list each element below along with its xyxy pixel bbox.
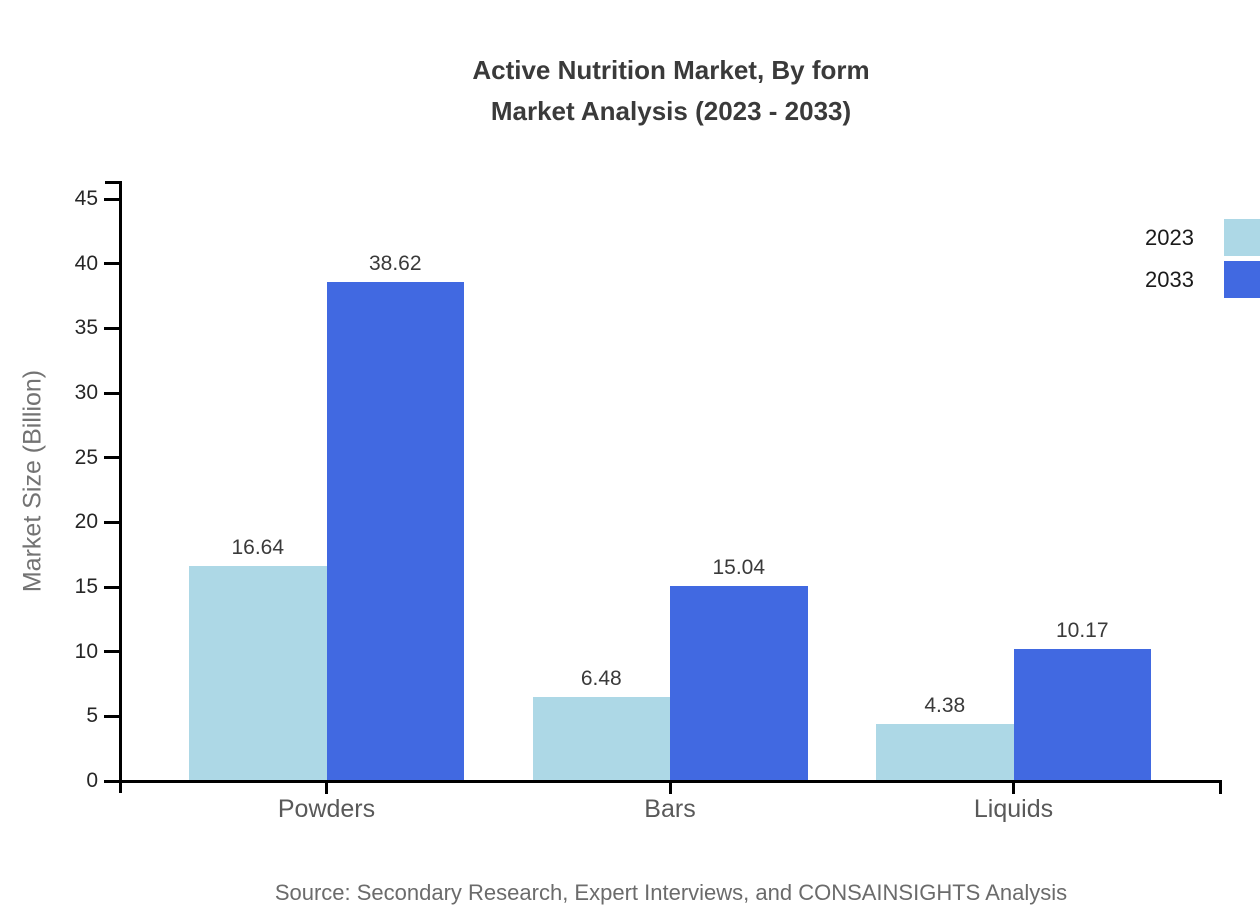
y-tick-40 xyxy=(104,262,120,266)
y-tick-0 xyxy=(104,779,120,783)
legend-swatch-2033 xyxy=(1224,261,1260,298)
y-tick-label-5: 5 xyxy=(86,704,98,728)
chart-title: Active Nutrition Market, By form Market … xyxy=(120,50,1222,132)
y-tick-label-0: 0 xyxy=(86,769,98,792)
y-tick-25 xyxy=(104,456,120,460)
x-axis-end-tick xyxy=(1219,781,1222,794)
value-label-2033-powders: 38.62 xyxy=(368,251,422,275)
y-tick-label-25: 25 xyxy=(74,445,98,469)
category-label-powders: Powders xyxy=(277,795,376,823)
y-tick-5 xyxy=(104,714,120,718)
y-tick-15 xyxy=(104,585,120,589)
y-tick-label-30: 30 xyxy=(74,381,98,404)
value-label-2033-bars: 15.04 xyxy=(712,556,766,580)
bar-2033-bars xyxy=(670,586,808,781)
x-axis-line xyxy=(120,779,1222,783)
value-label-2033-liquids: 10.17 xyxy=(1055,619,1109,643)
y-axis-line xyxy=(118,181,122,793)
y-tick-label-40: 40 xyxy=(74,251,98,275)
y-tick-20 xyxy=(104,520,120,524)
bar-2033-liquids xyxy=(1013,649,1151,781)
y-tick-label-15: 15 xyxy=(74,575,98,598)
x-tick-bars xyxy=(668,781,672,794)
y-tick-10 xyxy=(104,650,120,654)
category-label-bars: Bars xyxy=(644,795,696,823)
x-tick-liquids xyxy=(1012,781,1015,794)
y-tick-label-35: 35 xyxy=(74,316,98,340)
y-axis-end-tick xyxy=(105,181,120,184)
y-tick-label-45: 45 xyxy=(74,187,98,210)
category-label-liquids: Liquids xyxy=(973,795,1054,823)
y-tick-label-20: 20 xyxy=(74,510,98,534)
bar-2033-powders xyxy=(326,281,464,781)
y-tick-label-10: 10 xyxy=(74,639,98,663)
legend-swatch-2023 xyxy=(1224,219,1260,256)
x-tick-powders xyxy=(325,781,328,794)
bar-2023-liquids xyxy=(876,724,1014,781)
legend-label-2033: 2033 xyxy=(1145,267,1194,292)
value-label-2023-powders: 16.64 xyxy=(231,535,285,559)
chart-title-line1: Active Nutrition Market, By form xyxy=(472,55,870,85)
bar-2023-bars xyxy=(532,697,670,781)
y-tick-45 xyxy=(104,197,120,201)
legend-label-2023: 2023 xyxy=(1145,225,1194,250)
source-note: Source: Secondary Research, Expert Inter… xyxy=(274,880,1068,905)
y-tick-30 xyxy=(104,391,120,395)
bar-2023-powders xyxy=(189,565,327,781)
chart-title-line2: Market Analysis (2023 - 2033) xyxy=(490,96,852,126)
value-label-2023-bars: 6.48 xyxy=(580,667,622,691)
y-tick-35 xyxy=(104,326,120,330)
value-label-2023-liquids: 4.38 xyxy=(924,694,966,718)
